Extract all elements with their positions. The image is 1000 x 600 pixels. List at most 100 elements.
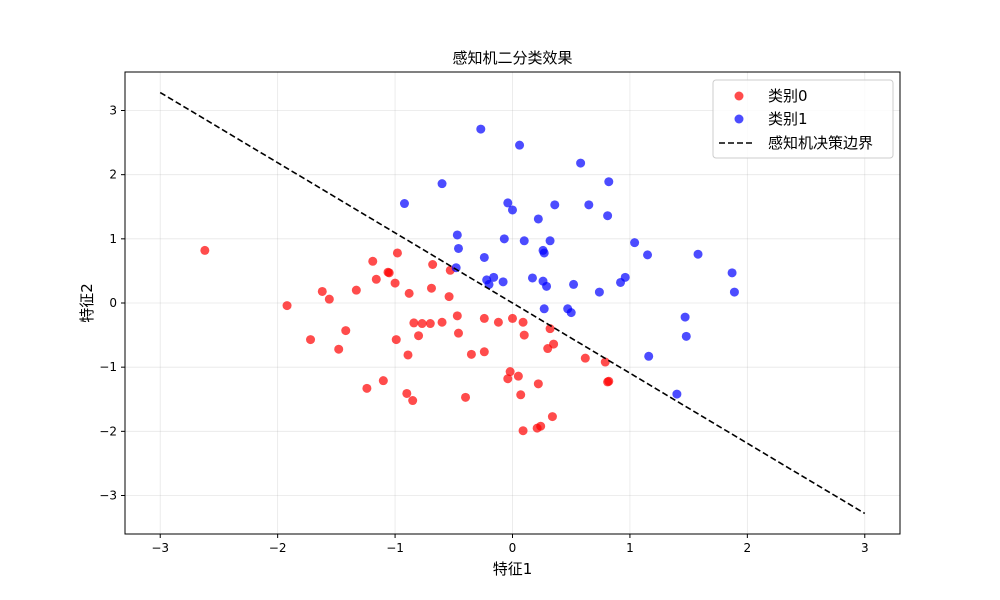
scatter-point-class0 [384,268,394,278]
scatter-point-class1 [437,179,447,189]
scatter-point-class1 [539,248,549,258]
x-tick-label: −2 [269,541,287,555]
y-tick-label: −3 [99,489,117,503]
scatter-point-class1 [489,272,499,282]
scatter-point-class0 [604,376,614,386]
scatter-point-class1 [594,287,604,297]
scatter-point-class0 [390,278,400,288]
scatter-point-class1 [539,304,549,314]
scatter-point-class1 [729,287,739,297]
scatter-point-class0 [425,319,435,329]
scatter-point-class0 [371,274,381,284]
scatter-point-class1 [484,279,494,289]
scatter-point-class1 [550,200,560,210]
scatter-point-class1 [576,158,586,168]
scatter-point-class0 [452,311,462,321]
y-tick-label: 2 [109,168,117,182]
scatter-point-class1 [681,331,691,341]
scatter-point-class0 [324,294,334,304]
scatter-point-class0 [547,412,557,422]
scatter-point-class0 [444,292,454,302]
legend-marker-class0 [734,91,744,101]
scatter-point-class1 [680,312,690,322]
scatter-point-class1 [545,236,555,246]
scatter-point-class1 [498,277,508,287]
scatter-point-class1 [672,389,682,399]
chart-title: 感知机二分类效果 [452,49,572,67]
scatter-point-class0 [426,283,436,293]
scatter-point-class1 [604,177,614,187]
scatter-point-class0 [402,388,412,398]
scatter-point-class1 [452,230,462,240]
scatter-point-class0 [362,383,372,393]
scatter-point-class0 [306,335,316,345]
scatter-point-class0 [508,313,517,323]
scatter-point-class0 [437,317,447,327]
scatter-point-class1 [620,272,630,282]
scatter-point-class0 [417,319,427,329]
axes-ticks: −3 −2 −1 0 1 2 3 −3 −2 −1 0 1 2 3 [99,104,868,556]
scatter-point-class0 [518,317,528,327]
x-tick-label: 3 [861,541,869,555]
scatter-point-class1 [451,263,461,273]
scatter-point-class0 [536,421,546,431]
y-tick-label: 1 [109,232,117,246]
scatter-point-class1 [542,281,552,291]
scatter-point-class0 [533,379,543,389]
scatter-point-class1 [603,211,613,221]
scatter-point-class0 [479,313,489,323]
legend-label-class0: 类别0 [768,87,808,105]
scatter-point-class0 [282,301,292,311]
scatter-point-class0 [545,324,555,334]
x-tick-label: 0 [509,541,517,555]
legend-label-boundary: 感知机决策边界 [768,134,873,152]
scatter-point-class0 [503,374,513,384]
scatter-point-class0 [404,288,414,298]
y-axis-label: 特征2 [78,283,96,323]
x-tick-label: −3 [151,541,169,555]
scatter-point-class1 [453,243,463,253]
scatter-point-class1 [584,200,594,210]
scatter-point-class0 [453,328,463,338]
scatter-point-class1 [519,236,529,246]
legend-frame [712,79,894,159]
scatter-point-class0 [409,318,419,328]
scatter-point-class0 [368,256,378,266]
scatter-point-class0 [378,376,388,386]
y-tick-label: 0 [109,296,117,310]
y-tick-label: −2 [99,424,117,438]
scatter-point-class1 [643,250,653,260]
scatter-point-class0 [519,330,529,340]
x-axis-label: 特征1 [493,560,533,578]
scatter-point-class1 [508,205,517,215]
scatter-point-class0 [580,353,590,363]
scatter-point-class0 [317,286,327,296]
scatter-point-class1 [630,238,640,248]
scatter-point-class1 [527,273,537,283]
scatter-point-class0 [334,344,344,354]
scatter-point-class0 [493,317,503,327]
scatter-point-class1 [503,198,513,208]
scatter-point-class0 [600,357,610,367]
scatter-point-class1 [476,124,486,134]
scatter-point-class0 [516,390,526,400]
x-tick-label: 2 [744,541,752,555]
scatter-point-class0 [479,347,489,357]
scatter-point-class0 [518,426,528,436]
scatter-point-class0 [466,349,476,359]
legend-label-class1: 类别1 [768,110,808,128]
scatter-point-class0 [403,350,413,360]
y-tick-label: 3 [109,104,117,118]
scatter-point-class0 [461,392,471,402]
scatter-point-class0 [549,339,559,349]
scatter-point-class0 [341,326,351,336]
scatter-point-class0 [428,260,438,269]
legend-marker-class1 [734,114,744,124]
legend: 类别0 类别1 感知机决策边界 [712,79,894,159]
scatter-point-class0 [414,331,424,341]
scatter-point-class0 [391,335,401,345]
x-tick-label: 1 [626,541,634,555]
scatter-point-class1 [533,214,543,224]
scatter-point-class1 [566,308,576,318]
